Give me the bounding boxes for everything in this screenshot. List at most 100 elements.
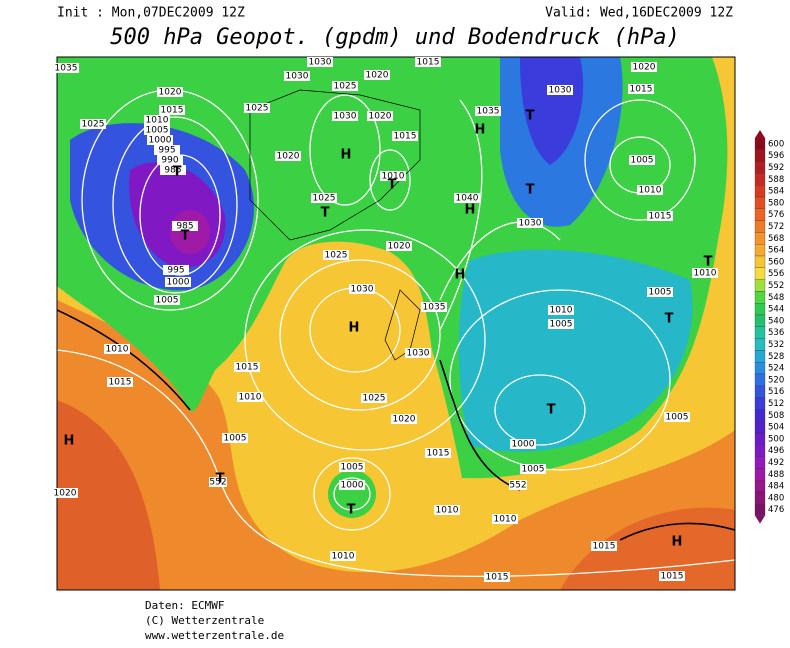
isobar-label: 1025: [313, 194, 336, 204]
colorbar-swatch: [754, 196, 766, 209]
colorbar-swatch: [754, 385, 766, 398]
colorbar-swatch: [754, 279, 766, 292]
colorbar-label: 476: [768, 505, 784, 515]
isobar-label: 1005: [666, 413, 689, 423]
field-red: [560, 507, 735, 590]
colorbar-label: 524: [768, 364, 784, 374]
colorbar-label: 596: [768, 151, 784, 161]
colorbar-label: 572: [768, 222, 784, 232]
isobar-label: 985: [176, 222, 193, 232]
isobar-label-bg: [339, 462, 365, 472]
colorbar-swatch: [754, 255, 766, 268]
isobar-label: 1015: [417, 58, 440, 68]
isobar-label-bg: [492, 514, 518, 524]
isobar-label-bg: [628, 84, 654, 94]
colorbar-swatch: [754, 350, 766, 363]
colorbar-label: 588: [768, 175, 784, 185]
isobar-label-bg: [222, 433, 248, 443]
colorbar-label: 584: [768, 187, 784, 197]
isobar-label: 1010: [494, 515, 517, 525]
pressure-center: T: [181, 229, 190, 244]
isobar-label: 1020: [277, 152, 300, 162]
isobar-label: 1010: [436, 506, 459, 516]
isobar-label: 1020: [54, 489, 77, 499]
colorbar-label: 492: [768, 458, 784, 468]
isobar-label: 1025: [325, 251, 348, 261]
colorbar-label: 564: [768, 246, 784, 256]
colorbar-label: 548: [768, 293, 784, 303]
isobar-label: 1030: [407, 349, 430, 359]
isobar-label-bg: [323, 250, 349, 260]
isobar-label: 1005: [649, 288, 672, 298]
isobar-label-bg: [165, 277, 191, 287]
isobar-label-bg: [629, 155, 655, 165]
isobar-label-bg: [510, 439, 536, 449]
pressure-center: T: [388, 178, 397, 193]
isobar-label: 1025: [82, 120, 105, 130]
field-red: [57, 400, 160, 590]
isobar-label-bg: [311, 193, 337, 203]
isobar-label: 1025: [363, 394, 386, 404]
isobar-label: 1015: [394, 132, 417, 142]
isobar-label-bg: [425, 448, 451, 458]
isobar-label-bg: [157, 155, 183, 165]
colorbar-arrow: [755, 515, 765, 524]
isobar-label: 1010: [239, 393, 262, 403]
colorbar-swatch: [754, 338, 766, 351]
isobar-label-bg: [421, 302, 447, 312]
isobar-label-bg: [154, 295, 180, 305]
isobar-label-bg: [517, 218, 543, 228]
pressure-center: T: [173, 165, 182, 180]
isobar-label-bg: [234, 362, 260, 372]
isobar-label: 1035: [423, 303, 446, 313]
map-field: [57, 57, 735, 590]
map-frame: [56, 56, 736, 591]
isobar-label-bg: [475, 106, 501, 116]
isobar-label: 1010: [694, 269, 717, 279]
isobar-label: 1020: [159, 88, 182, 98]
colorbar-label: 576: [768, 210, 784, 220]
colorbar-swatch: [754, 362, 766, 375]
isobar-label: 1030: [351, 285, 374, 295]
isobar-label: 1015: [661, 572, 684, 582]
geopotential-label: 552: [209, 478, 226, 488]
isobar-label-bg: [80, 119, 106, 129]
footer-copyright: (C) Wetterzentrale: [145, 614, 264, 627]
colorbar-swatch: [754, 373, 766, 386]
isobar-label: 990: [161, 156, 178, 166]
colorbar-label: 556: [768, 269, 784, 279]
isobar-label-bg: [154, 145, 180, 155]
isobar-label: 1010: [639, 186, 662, 196]
geopotential-label-bg: [509, 480, 527, 490]
isobar-label: 1010: [106, 345, 129, 355]
isobar-label-bg: [367, 111, 393, 121]
colorbar-label: 496: [768, 446, 784, 456]
colorbar-swatch: [754, 491, 766, 504]
colorbar-swatch: [754, 444, 766, 457]
colorbar-swatch: [754, 149, 766, 162]
isobar-label-bg: [52, 488, 78, 498]
isobar-label-bg: [454, 193, 480, 203]
isobar-label-bg: [339, 480, 365, 490]
colorbar-label: 504: [768, 423, 784, 433]
isobar-label: 1015: [630, 85, 653, 95]
isobar-label: 1030: [334, 112, 357, 122]
isobar-label-bg: [520, 464, 546, 474]
isobar-label: 1005: [522, 465, 545, 475]
isobar-label: 1025: [246, 104, 269, 114]
isobar-label-bg: [159, 105, 185, 115]
colorbar-label: 520: [768, 375, 784, 385]
colorbar-label: 600: [768, 139, 784, 149]
isobar-label-bg: [548, 305, 574, 315]
colorbar-label: 532: [768, 340, 784, 350]
colorbar-swatch: [754, 314, 766, 327]
isobar-label-bg: [631, 62, 657, 72]
colorbar-label: 512: [768, 399, 784, 409]
pressure-center: T: [216, 472, 225, 487]
colorbar-label: 560: [768, 257, 784, 267]
footer-source: Daten: ECMWF: [145, 599, 224, 612]
colorbar-label: 544: [768, 305, 784, 315]
colorbar-swatch: [754, 303, 766, 316]
field-blue-deep: [520, 57, 584, 165]
